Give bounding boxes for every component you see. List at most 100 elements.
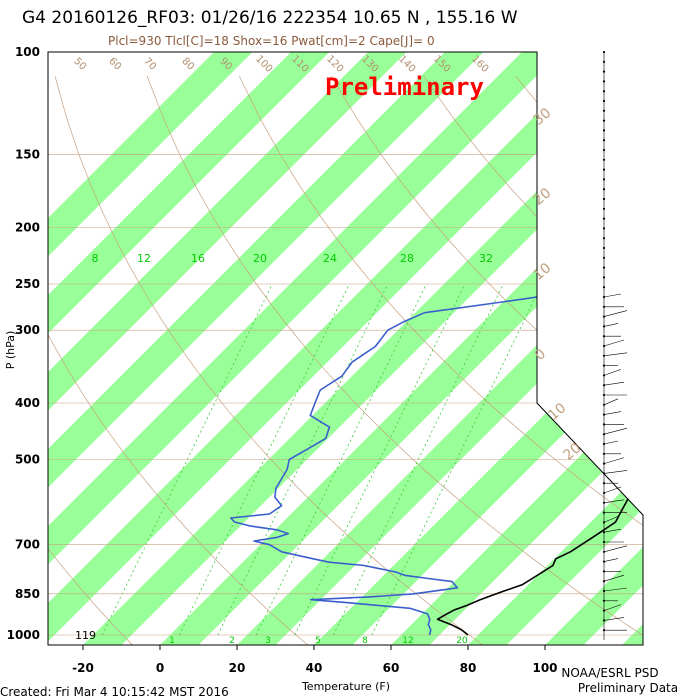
wind-barb [603, 427, 628, 435]
mixing-ratio-label: 20 [253, 252, 267, 265]
y-tick-label: 200 [15, 221, 40, 235]
bottom-mixing-label: 2 [229, 636, 235, 646]
isotherm-band [48, 52, 571, 645]
wind-barb-point [602, 99, 606, 103]
x-axis-ticks: -20 0 20 40 60 80 100 [72, 645, 558, 675]
bottom-mixing-label: 20 [456, 636, 468, 646]
wind-barb-point [602, 178, 606, 181]
dry-adiabat-line [54, 76, 487, 645]
wind-barb [603, 398, 619, 406]
wind-barb [603, 528, 622, 533]
wind-barb [603, 352, 628, 357]
wind-barb-point [602, 158, 606, 161]
bottom-mixing-label: 3 [265, 636, 271, 646]
y-tick-label: 150 [15, 148, 40, 162]
wind-barb [603, 323, 619, 327]
isotherm-band [391, 52, 643, 645]
wind-barb-point [602, 60, 606, 63]
wind-barb [603, 558, 619, 562]
wind-barb-point [602, 256, 606, 259]
wind-barb-point [602, 129, 606, 132]
dry-adiabat-line [48, 76, 311, 645]
x-tick-label: 0 [156, 661, 164, 675]
dry-adiabat-label: 70 [141, 56, 158, 73]
wind-barb-point [602, 276, 606, 279]
dry-adiabat-label: 80 [179, 56, 196, 73]
wind-barb [603, 587, 628, 592]
wind-barb [603, 516, 619, 523]
isotherm-band [622, 52, 643, 645]
chart-title: G4 20160126_RF03: 01/26/16 222354 10.65 … [22, 8, 518, 28]
isotherm-band [48, 52, 494, 645]
wind-barb-point [602, 70, 606, 73]
wind-barb [603, 574, 625, 582]
wind-barb-point [602, 531, 606, 534]
isotherm-band [48, 52, 340, 645]
wind-barbs [602, 50, 628, 640]
wind-barb-point [602, 207, 606, 210]
bottom-mixing-label: 1 [169, 636, 175, 646]
wind-barb-point [602, 197, 606, 201]
dry-adiabat-line [607, 75, 643, 645]
wind-barb-point [602, 168, 606, 171]
wind-barb [603, 617, 625, 621]
wind-barb-point [602, 217, 606, 220]
wind-barb [603, 457, 625, 464]
mixing-ratio-label: 32 [479, 252, 493, 265]
mixing-ratio-label: 8 [92, 252, 99, 265]
mixing-ratio-label: 24 [323, 252, 337, 265]
wind-barb [603, 545, 628, 553]
y-tick-label: 1000 [7, 628, 40, 642]
wind-barb [603, 440, 619, 445]
y-tick-label: 400 [15, 396, 40, 410]
wind-barb-point [602, 580, 606, 583]
y-tick-label: 300 [15, 323, 40, 337]
wind-barb-point [602, 237, 606, 240]
x-axis-label: Temperature (F) [301, 680, 390, 693]
wind-barb [603, 499, 625, 504]
x-tick-label: 20 [229, 661, 246, 675]
y-tick-label: 700 [15, 538, 40, 552]
wind-barb-point [602, 246, 606, 250]
credit-line-1: NOAA/ESRL PSD [561, 666, 658, 680]
preliminary-watermark: Preliminary [325, 73, 484, 101]
mixing-ratio-label: 16 [191, 252, 205, 265]
dry-adiabat-line [48, 76, 136, 645]
x-tick-label: 40 [306, 661, 323, 675]
wind-barb [603, 411, 622, 415]
bottom-mixing-label: 5 [315, 636, 321, 646]
x-tick-label: 100 [532, 661, 557, 675]
x-tick-label: 80 [460, 661, 477, 675]
wind-barb [603, 369, 622, 376]
credit-line-2: Preliminary Data [578, 681, 678, 695]
y-axis-label: P (hPa) [4, 331, 17, 370]
created-timestamp: Created: Fri Mar 4 10:15:42 MST 2016 [0, 685, 229, 699]
wind-barb-point [602, 266, 606, 269]
dewpoint-line [230, 262, 637, 636]
y-tick-label: 850 [15, 587, 40, 601]
wind-barb-point [602, 286, 606, 289]
wind-barb-point [602, 148, 606, 152]
corner-value-label: 119 [75, 629, 96, 642]
x-tick-label: 60 [383, 661, 400, 675]
wind-barb-point [602, 90, 606, 93]
wind-barb [603, 339, 625, 347]
dry-adiabat-label: 50 [71, 56, 88, 73]
wind-barb [603, 310, 628, 317]
wind-barb-point [602, 109, 606, 112]
plot-frame [47, 51, 644, 646]
wind-barb-point [602, 550, 606, 553]
isotherm-band [48, 52, 263, 645]
dry-adiabat-line [146, 75, 643, 645]
isotherm-band [48, 52, 417, 645]
wind-barb-point [602, 188, 606, 191]
isotherm-band [48, 52, 643, 645]
wind-barb [603, 293, 622, 298]
wind-barb-point [602, 50, 606, 54]
wind-barb-point [602, 119, 606, 122]
dry-adiabat-label: 100 [253, 54, 274, 75]
dry-adiabat-label: 120 [324, 54, 345, 75]
x-tick-label: -20 [72, 661, 94, 675]
